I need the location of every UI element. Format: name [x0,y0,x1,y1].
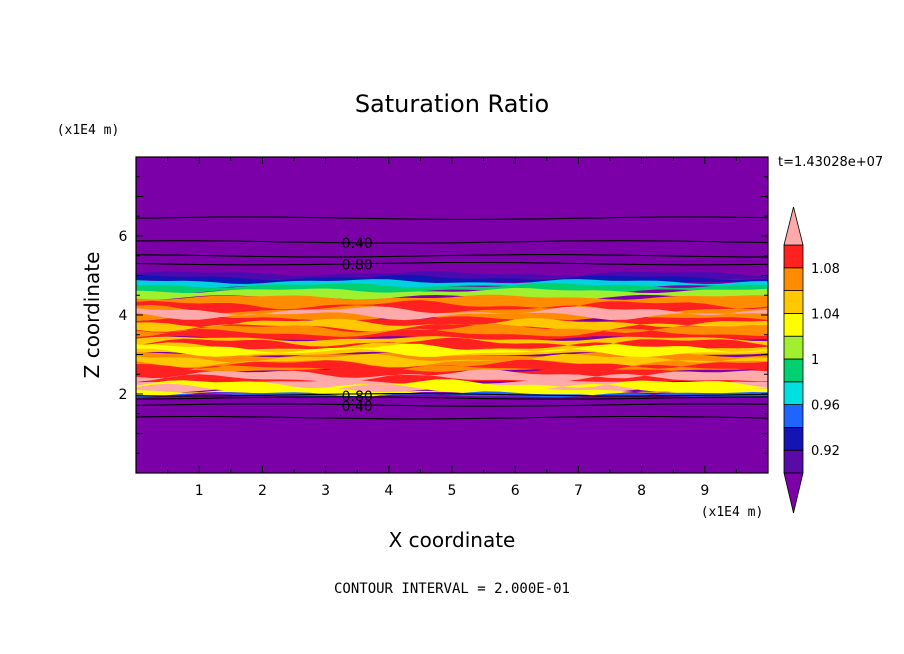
colorbar-swatch [783,290,804,314]
field-band [136,287,768,300]
x-tick-label: 9 [700,483,709,499]
colorbar-under-arrow [783,472,804,514]
field-streak [136,369,768,383]
colorbar-label: 1.04 [811,307,840,322]
contour-label: 0.40 [342,399,373,415]
y-axis-label: Z coordinate [80,252,104,379]
x-tick-label: 4 [384,483,393,499]
colorbar-swatch [783,404,804,428]
colorbar-swatch [783,381,804,405]
x-tick-label: 7 [574,483,583,499]
field-streak [136,306,768,321]
field-streak [136,323,768,338]
x-tick-label: 8 [637,483,646,499]
contour-lines: 0.400.800.800.40 [136,216,768,420]
colorbar-swatch [783,449,804,474]
contour-label: 0.40 [342,236,373,252]
plot-area [136,157,768,473]
field-streak [136,343,768,358]
colorbar-label: 0.96 [811,399,840,414]
colorbar-swatch [783,426,804,451]
contour-label: 0.80 [342,258,373,274]
colorbar-swatch [783,335,804,360]
colorbar-label: 1.08 [811,262,840,277]
x-tick-label: 3 [321,483,330,499]
y-tick-label: 2 [119,387,128,403]
contour-line [136,240,768,244]
field-streak [136,300,768,314]
colorbar-over-arrow [783,206,804,246]
field-streak [136,337,768,351]
field-streak [136,318,768,332]
x-tick-label: 2 [258,483,267,499]
colorbar-swatch [783,267,804,291]
contour-line [136,254,768,258]
colorbar-swatch [783,358,804,383]
field-streak [136,379,768,392]
y-tick-label: 6 [119,229,128,245]
colorbar: 0.92 0.96 1 1.04 1.08 [783,206,840,514]
contour-line [136,261,768,266]
contour-line [136,403,768,407]
contour-line [136,216,768,220]
field-streak [136,359,768,374]
y-unit-label: (x1E4 m) [57,123,120,138]
x-axis-label: X coordinate [389,528,516,552]
colorbar-label: 0.92 [811,444,840,459]
field-band [136,270,768,281]
x-tick-label: 6 [511,483,520,499]
x-unit-label: (x1E4 m) [701,505,764,520]
y-tick-label: 4 [119,308,128,324]
axes: 1 2 3 4 5 6 7 8 9 2 4 6 [119,156,769,499]
contour-line [136,415,768,420]
contour-line [136,393,768,397]
time-label: t=1.43028e+07 [778,155,883,170]
chart-title: Saturation Ratio [355,90,549,118]
colorbar-swatch [783,312,804,337]
colorbar-swatch [783,244,804,269]
x-tick-label: 1 [195,483,204,499]
x-tick-label: 5 [448,483,457,499]
contour-line [136,396,768,400]
colorbar-label: 1 [811,353,819,368]
contour-interval-label: CONTOUR INTERVAL = 2.000E-01 [334,581,570,597]
